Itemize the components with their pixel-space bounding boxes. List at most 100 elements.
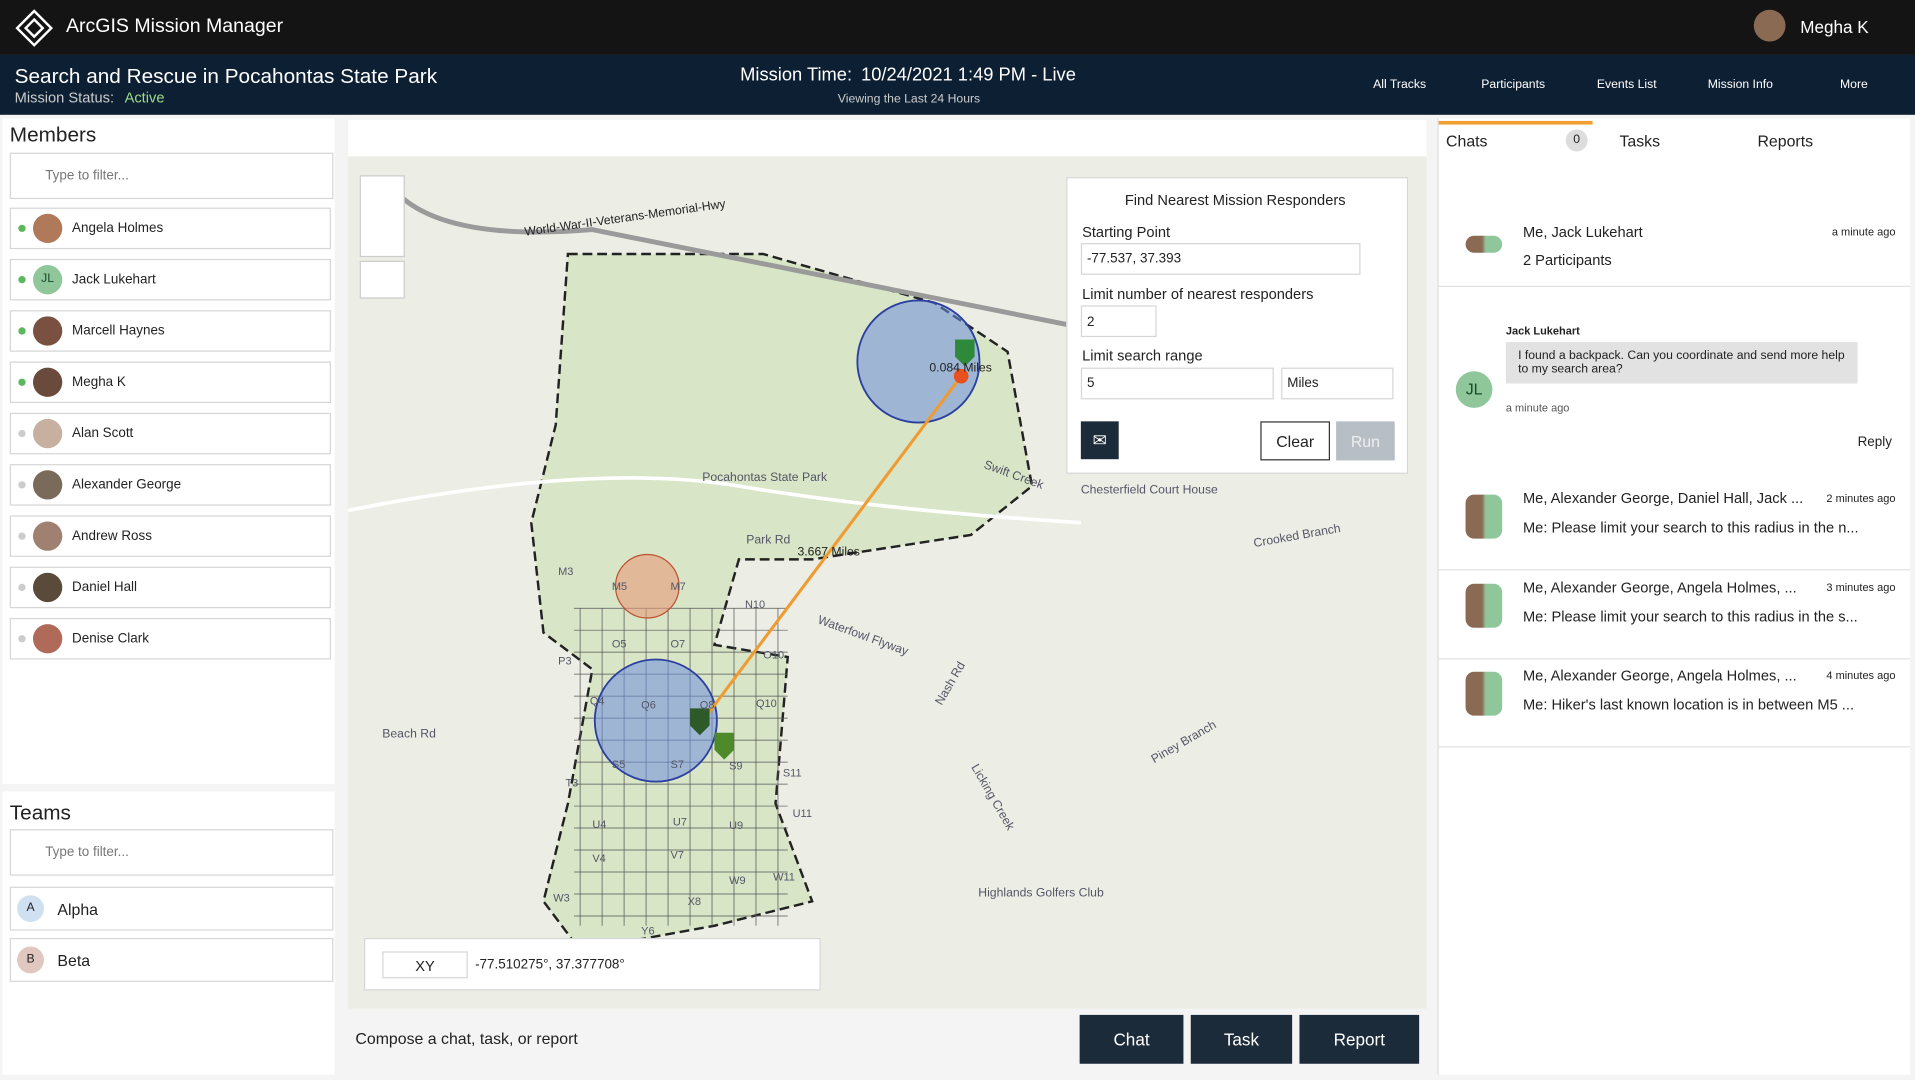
message-time: a minute ago: [1505, 401, 1570, 415]
conversation-title: Me, Jack Lukehart: [1522, 223, 1643, 241]
conversation-avatars: [1465, 494, 1503, 539]
map-label: V4: [592, 853, 605, 865]
map-label: U4: [592, 819, 606, 831]
member-row[interactable]: JL Jack Lukehart: [9, 258, 331, 301]
teams-panel: Teams Type to filter... A Alpha B Beta: [2, 791, 335, 1075]
team-initial: B: [17, 946, 44, 974]
map-label: S9: [729, 760, 742, 772]
map-label: Piney Branch: [1149, 717, 1219, 765]
logo: [15, 9, 54, 47]
app-title: ArcGIS Mission Manager: [65, 15, 284, 37]
chat-count: 0: [1565, 129, 1588, 152]
member-name: Alan Scott: [72, 426, 134, 441]
toolbar-button[interactable]: More: [1840, 78, 1868, 92]
member-row[interactable]: Denise Clark: [9, 617, 331, 660]
chats-panel: Chats 0 Tasks Reports JL Jack Lukehart I…: [1437, 118, 1911, 1075]
toolbar-button[interactable]: Mission Info: [1707, 78, 1773, 92]
toolbar-button[interactable]: Participants: [1481, 78, 1546, 92]
team-initial: A: [17, 895, 44, 923]
member-row[interactable]: Megha K: [9, 361, 331, 404]
member-row[interactable]: Daniel Hall: [9, 566, 331, 609]
member-row[interactable]: Marcell Haynes: [9, 310, 331, 352]
clear-button[interactable]: Clear: [1260, 421, 1330, 461]
status-dot: [18, 429, 26, 438]
run-button[interactable]: Run: [1336, 421, 1395, 461]
conversation-avatars: [1465, 671, 1503, 716]
mission-title: Search and Rescue in Pocahontas State Pa…: [14, 64, 438, 88]
toolbar-button[interactable]: All Tracks: [1373, 78, 1427, 92]
toolbar-button[interactable]: Events List: [1596, 78, 1657, 92]
conversation-subtitle: 2 Participants: [1522, 251, 1612, 269]
message-text: I found a backpack. Can you coordinate a…: [1505, 341, 1858, 384]
conversation[interactable]: Me, Alexander George, Daniel Hall, Jack …: [1438, 482, 1911, 571]
member-avatar: [32, 470, 63, 500]
status-dot: [18, 276, 26, 284]
map-label: Q4: [590, 696, 605, 708]
map-label: P3: [558, 655, 571, 667]
tab-tasks[interactable]: Tasks: [1619, 131, 1661, 151]
compose-button[interactable]: Chat: [1079, 1014, 1184, 1064]
conversation[interactable]: Me, Jack Lukehart 2 Participants a minute …: [1438, 216, 1911, 288]
mission-bar: Search and Rescue in Pocahontas State Pa…: [0, 54, 1915, 115]
user-name[interactable]: Megha K: [1800, 17, 1869, 37]
member-avatar: [32, 213, 63, 244]
team-name: Alpha: [57, 900, 99, 919]
reply-button[interactable]: Reply: [1857, 434, 1892, 450]
member-row[interactable]: Alan Scott: [9, 412, 331, 455]
map-label: Q8: [700, 699, 715, 711]
finder-panel: Find Nearest Mission Responders Starting…: [1066, 177, 1409, 474]
map-label: S7: [670, 759, 683, 771]
status-dot: [18, 532, 26, 540]
unit-select[interactable]: Miles: [1281, 367, 1394, 400]
member-name: Angela Holmes: [72, 221, 164, 236]
coord-mode[interactable]: XY: [382, 951, 468, 979]
member-name: Alexander George: [72, 477, 182, 493]
conversation[interactable]: Me, Alexander George, Angela Holmes, ...…: [1438, 660, 1911, 748]
conversation-title: Me, Alexander George, Daniel Hall, Jack …: [1522, 489, 1804, 507]
team-name: Beta: [57, 951, 91, 970]
compose-button[interactable]: Task: [1190, 1014, 1293, 1064]
chat-icon-button[interactable]: ✉: [1080, 421, 1119, 460]
map[interactable]: World-War-II-Veterans-Memorial-Hwy 0.084 …: [348, 119, 1427, 1009]
finder-title: Find Nearest Mission Responders: [1124, 191, 1346, 209]
conversation-title: Me, Alexander George, Angela Holmes, ...: [1522, 666, 1797, 684]
conversation-time: 2 minutes ago: [1826, 492, 1896, 505]
conversation[interactable]: Me, Alexander George, Angela Holmes, ...…: [1438, 572, 1911, 660]
team-row[interactable]: A Alpha: [9, 886, 334, 931]
member-name: Jack Lukehart: [72, 272, 156, 288]
range-input[interactable]: 5: [1080, 367, 1274, 400]
status-dot: [18, 635, 26, 643]
member-avatar: [32, 418, 63, 449]
team-row[interactable]: B Beta: [9, 937, 334, 982]
map-label: Chesterfield Court House: [1081, 482, 1218, 496]
tab-chats[interactable]: Chats: [1446, 131, 1488, 151]
map-label: Beach Rd: [382, 727, 436, 741]
status: Active: [124, 89, 165, 107]
member-name: Megha K: [72, 374, 126, 390]
teams-filter[interactable]: Type to filter...: [9, 829, 334, 876]
members-title: Members: [9, 123, 97, 147]
conversation-time: 4 minutes ago: [1826, 669, 1896, 682]
member-row[interactable]: Angela Holmes: [9, 207, 331, 250]
member-avatar: [32, 316, 63, 346]
user-avatar[interactable]: [1753, 9, 1786, 42]
map-label: W11: [773, 872, 795, 884]
status-dot: [18, 327, 26, 335]
start-input[interactable]: -77.537, 37.393: [1080, 243, 1361, 275]
member-name: Denise Clark: [72, 631, 149, 647]
compose-button[interactable]: Report: [1299, 1014, 1420, 1064]
viewing: Viewing the Last 24 Hours: [837, 92, 981, 107]
map-label: M3: [558, 566, 573, 578]
member-avatar: [32, 521, 63, 551]
map-label: S11: [783, 768, 802, 780]
member-row[interactable]: Alexander George: [9, 464, 331, 506]
member-row[interactable]: Andrew Ross: [9, 515, 331, 557]
map-label: X8: [688, 896, 701, 908]
tab-reports[interactable]: Reports: [1757, 131, 1814, 151]
conversation-subtitle: Me: Please limit your search to this rad…: [1522, 519, 1859, 537]
members-filter[interactable]: Type to filter...: [9, 152, 334, 200]
coordinate-bar: XY -77.510275°, 37.377708°: [363, 937, 821, 991]
range-label: Limit search range: [1082, 346, 1203, 364]
limit-input[interactable]: 2: [1080, 305, 1157, 338]
map-label: Nash Rd: [932, 659, 968, 707]
